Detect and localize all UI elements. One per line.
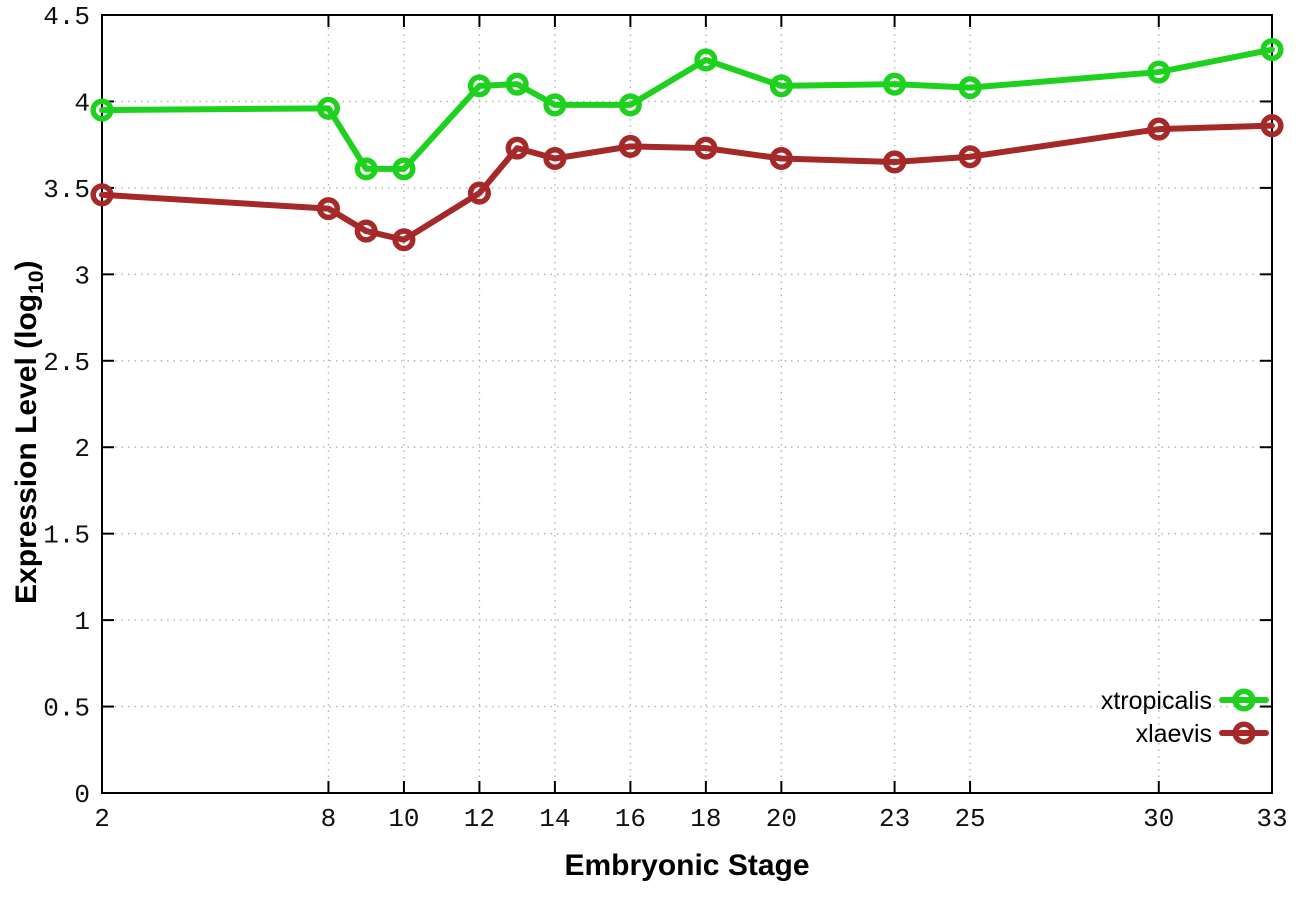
svg-text:1.5: 1.5: [43, 521, 90, 551]
x-axis-title: Embryonic Stage: [564, 849, 810, 882]
marker-xlaevis: [90, 183, 114, 207]
svg-text:23: 23: [879, 804, 910, 834]
marker-xtropicalis: [505, 72, 529, 96]
legend-label-xtropicalis: xtropicalis: [1101, 687, 1212, 715]
y-tick-labels: 0 0.5 1 1.5 2 2.5 3 3.5 4 4.5: [43, 2, 90, 810]
svg-text:18: 18: [690, 804, 721, 834]
svg-text:33: 33: [1256, 804, 1287, 834]
svg-text:14: 14: [539, 804, 570, 834]
marker-xlaevis: [543, 146, 567, 171]
tick-marks: [101, 14, 1273, 794]
series-xlaevis: [90, 114, 1284, 252]
marker-xtropicalis: [90, 98, 114, 122]
marker-xlaevis: [1147, 117, 1171, 141]
series-xtropicalis: [90, 38, 1284, 181]
marker-xlaevis: [618, 134, 642, 158]
svg-text:3.5: 3.5: [43, 175, 90, 205]
svg-text:20: 20: [766, 804, 797, 834]
svg-text:30: 30: [1143, 804, 1174, 834]
marker-xlaevis: [1260, 114, 1284, 138]
y-axis-title: Expression Level (log10): [10, 261, 49, 604]
marker-xtropicalis: [769, 74, 793, 98]
svg-text:4: 4: [74, 88, 90, 118]
y-axis-title-close: ): [10, 260, 43, 271]
marker-xlaevis: [769, 146, 793, 171]
marker-xtropicalis: [618, 93, 642, 117]
svg-text:0.5: 0.5: [43, 694, 90, 724]
marker-xtropicalis: [543, 93, 567, 117]
marker-xlaevis: [694, 136, 718, 160]
marker-xtropicalis: [316, 96, 341, 120]
line-xlaevis: [99, 122, 1275, 243]
marker-xtropicalis: [467, 74, 491, 98]
gridlines: [102, 15, 1272, 793]
svg-text:2: 2: [74, 434, 90, 464]
marker-xlaevis: [316, 197, 341, 221]
marker-xlaevis: [467, 181, 491, 205]
svg-text:25: 25: [954, 804, 985, 834]
svg-text:1: 1: [74, 607, 90, 637]
svg-text:2: 2: [94, 804, 110, 834]
svg-text:2.5: 2.5: [43, 348, 90, 378]
svg-text:8: 8: [321, 804, 337, 834]
line-xtropicalis: [99, 46, 1275, 172]
legend-item-xlaevis: xlaevis: [1136, 720, 1269, 748]
marker-xtropicalis: [1260, 38, 1284, 62]
marker-xlaevis: [958, 145, 982, 169]
svg-text:3: 3: [74, 261, 90, 291]
marker-xtropicalis: [354, 157, 378, 181]
plot-border: [101, 14, 1273, 794]
svg-text:12: 12: [464, 804, 495, 834]
x-tick-labels: 2 8 10 12 14 16 18 20 23 25 30 33: [94, 804, 1287, 834]
marker-xtropicalis: [1147, 60, 1171, 84]
svg-text:16: 16: [615, 804, 646, 834]
legend: xtropicalis xlaevis: [1101, 687, 1269, 748]
marker-xlaevis: [505, 136, 529, 160]
legend-marker-xtropicalis: [1232, 688, 1256, 712]
marker-xtropicalis: [392, 157, 416, 181]
marker-xlaevis: [883, 150, 907, 174]
y-axis-title-text: Expression Level (log: [10, 293, 43, 604]
y-axis-title-subscript: 10: [25, 270, 48, 294]
marker-xlaevis: [354, 219, 378, 243]
svg-text:0: 0: [74, 780, 90, 810]
legend-label-xlaevis: xlaevis: [1136, 720, 1212, 748]
svg-text:10: 10: [388, 804, 419, 834]
svg-text:4.5: 4.5: [43, 2, 90, 32]
marker-xtropicalis: [694, 48, 718, 72]
legend-marker-xlaevis: [1232, 721, 1256, 745]
legend-item-xtropicalis: xtropicalis: [1101, 687, 1269, 715]
marker-xtropicalis: [958, 76, 982, 100]
marker-xtropicalis: [883, 72, 907, 96]
marker-xlaevis: [392, 228, 416, 252]
